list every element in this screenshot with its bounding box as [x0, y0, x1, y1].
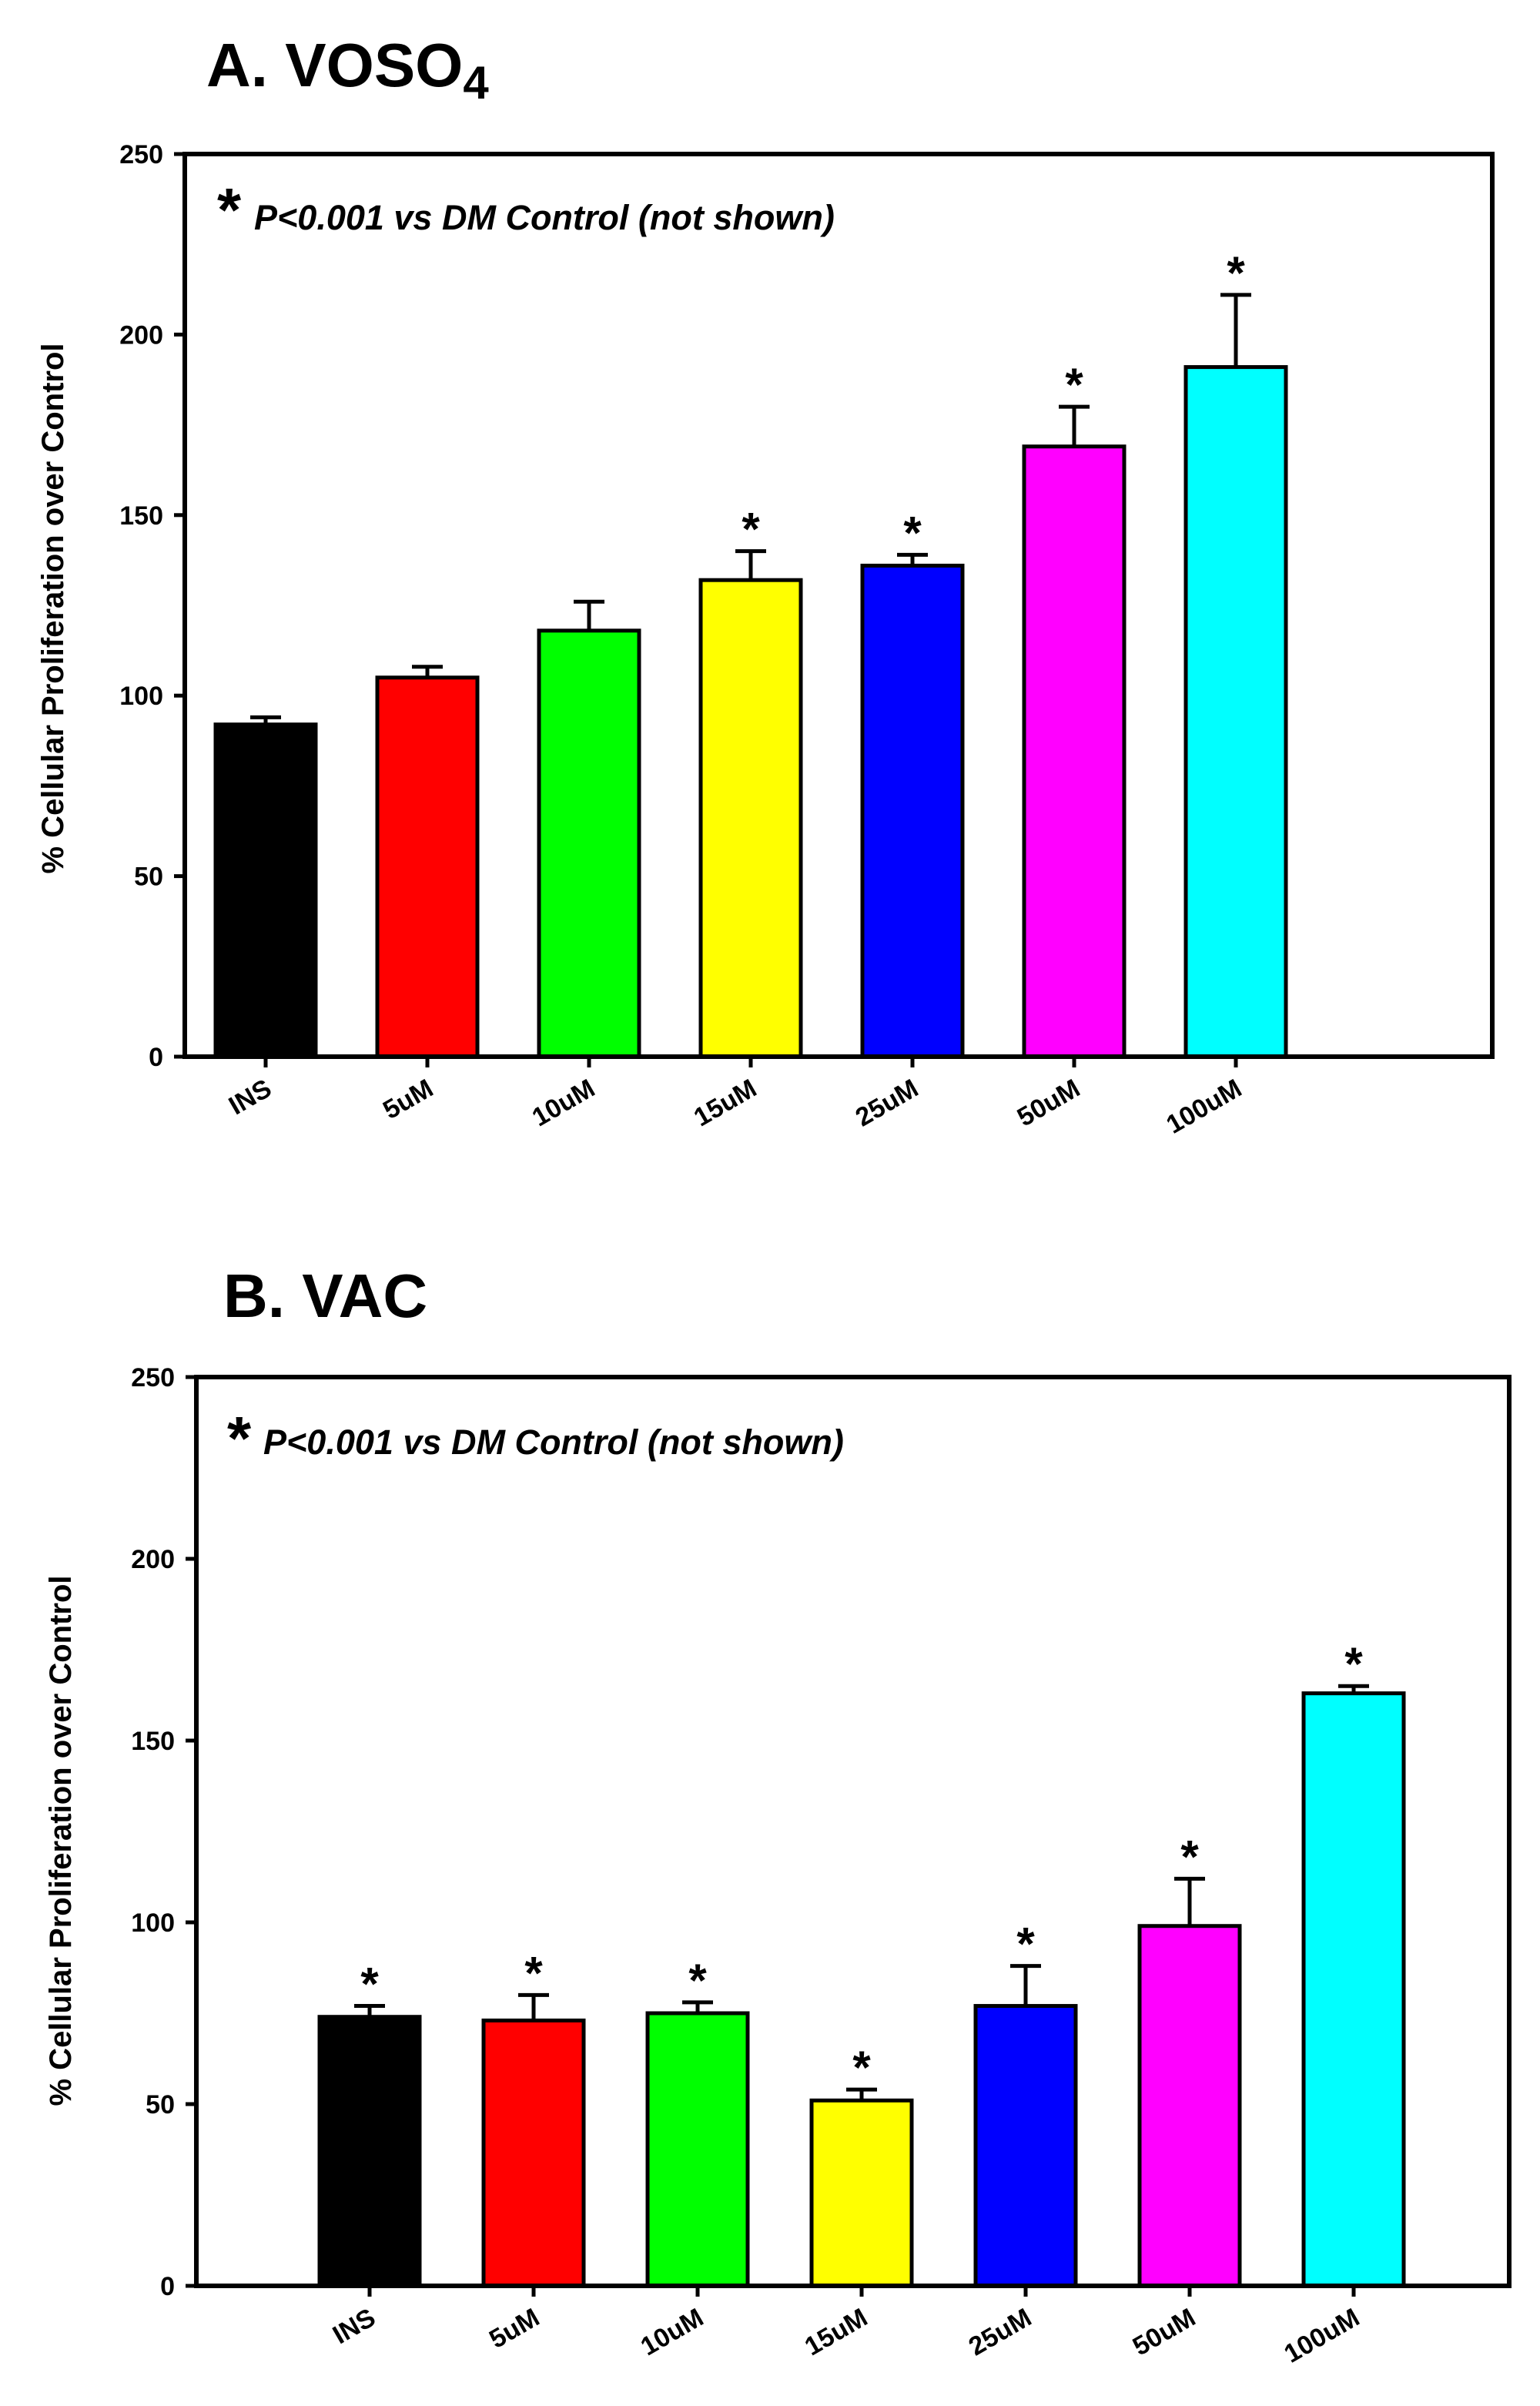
panel-a-y-tick-label: 0 [149, 1043, 163, 1072]
panel-a-title: A. VOSO4 [206, 31, 489, 109]
panel-b-significance-star-10um: * [688, 1955, 707, 2006]
panel-b-legend-text: P<0.001 vs DM Control (not shown) [263, 1422, 844, 1462]
panel-b-legend-star: * [227, 1404, 252, 1473]
panel-a-plot-area: INS 5uM 10uM * 15uM * 25uM * 50uM * 100uM 0 50 100 150… [119, 140, 1495, 1140]
panel-a-label: A. [206, 31, 268, 99]
panel-b-y-tick-label: 0 [160, 2272, 175, 2301]
panel-a-x-tick-label: 5uM [378, 1074, 438, 1125]
panel-b-bar-15um [809, 2098, 914, 2288]
panel-b-significance-star-50um: * [1180, 1831, 1199, 1882]
panel-b-x-tick-label: 10uM [636, 2303, 708, 2361]
panel-a-title-main: VOSO [285, 31, 463, 99]
panel-a-x-tick-label: 10uM [527, 1074, 600, 1132]
panel-a-significance-star-15um: * [742, 504, 760, 555]
panel-a-legend-text: P<0.001 vs DM Control (not shown) [254, 198, 835, 237]
panel-b-y-tick-label: 50 [146, 2090, 175, 2119]
panel-b-significance-legend: * P<0.001 vs DM Control (not shown) [227, 1404, 844, 1473]
panel-b-significance-star-5um: * [524, 1947, 543, 1999]
panel-a-y-tick-label: 150 [119, 501, 163, 531]
panel-b-x-tick-label: INS [328, 2303, 380, 2350]
panel-b-y-axis-label: % Cellular Proliferation over Control [44, 1575, 78, 2106]
panel-a-bar-50um [1022, 444, 1127, 1059]
panel-b-y-tick-label: 150 [131, 1727, 175, 1756]
panel-b-axes-frame [194, 1375, 1512, 2288]
panel-a-significance-star-25um: * [903, 507, 922, 558]
panel-a-bar-15um [698, 578, 803, 1059]
panel-a-y-tick-label: 200 [119, 320, 163, 350]
panel-b-x-tick-label: 25uM [964, 2303, 1036, 2361]
panel-b-bar-10um [645, 2011, 750, 2288]
panel-a-y-tick-label: 50 [134, 863, 163, 892]
panel-b-significance-star-100um: * [1344, 1638, 1363, 1690]
panel-b-title-main: VAC [302, 1262, 427, 1330]
panel-a-x-tick-label: 50uM [1013, 1074, 1085, 1132]
panel-b-y-tick-label: 250 [131, 1363, 175, 1392]
panel-a-bar-10um [537, 628, 641, 1059]
panel-a-y-axis-label: % Cellular Proliferation over Control [36, 343, 70, 873]
panel-b-bar-25um [973, 2004, 1078, 2288]
panel-a-y-tick-label: 100 [119, 682, 163, 711]
panel-a-bar-100um [1183, 365, 1288, 1059]
panel-b-x-tick-label: 5uM [484, 2303, 544, 2354]
panel-a-bar-ins [213, 722, 318, 1059]
panel-a-legend-star: * [217, 176, 242, 244]
panel-a-bar-5um [375, 675, 480, 1059]
panel-a-x-tick-label: 100uM [1161, 1074, 1247, 1140]
panel-b-bar-50um [1137, 1924, 1242, 2288]
panel-a-significance-star-100um: * [1227, 247, 1245, 299]
panel-a-x-tick-label: 25uM [851, 1074, 923, 1132]
panel-a-y-tick-label: 250 [119, 140, 163, 169]
panel-b-bar-100um [1301, 1691, 1406, 2288]
panel-b-bar-ins [317, 2015, 422, 2288]
panel-a-title-subscript: 4 [463, 57, 489, 109]
panel-b: B. VAC % Cellular Proliferation over Con… [44, 1262, 1512, 2369]
panel-a-x-tick-label: 15uM [689, 1074, 762, 1132]
panel-b-x-tick-label: 50uM [1128, 2303, 1200, 2361]
panel-a-significance-star-50um: * [1065, 359, 1083, 410]
panel-b-plot-area: * INS * 5uM * 10uM * 15uM * 25uM * 50uM * 100uM 0 50 100… [131, 1363, 1512, 2369]
panel-a-axes-frame [182, 152, 1495, 1059]
panel-b-x-tick-label: 100uM [1279, 2303, 1364, 2369]
panel-b-x-tick-label: 15uM [800, 2303, 872, 2361]
panel-b-title: B. VAC [223, 1262, 427, 1330]
panel-b-y-tick-label: 200 [131, 1545, 175, 1574]
panel-b-label: B. [223, 1262, 285, 1330]
panel-b-significance-star-25um: * [1016, 1918, 1035, 1970]
panel-a-x-tick-label: INS [224, 1074, 276, 1121]
panel-b-significance-star-15um: * [852, 2042, 871, 2093]
panel-b-y-tick-label: 100 [131, 1908, 175, 1938]
panel-b-bar-5um [481, 2018, 586, 2288]
panel-b-significance-star-ins: * [360, 1959, 379, 2010]
panel-a: A. VOSO4 % Cellular Proliferation over C… [36, 31, 1495, 1140]
panel-a-bar-25um [860, 563, 965, 1059]
panel-a-significance-legend: * P<0.001 vs DM Control (not shown) [217, 176, 835, 244]
